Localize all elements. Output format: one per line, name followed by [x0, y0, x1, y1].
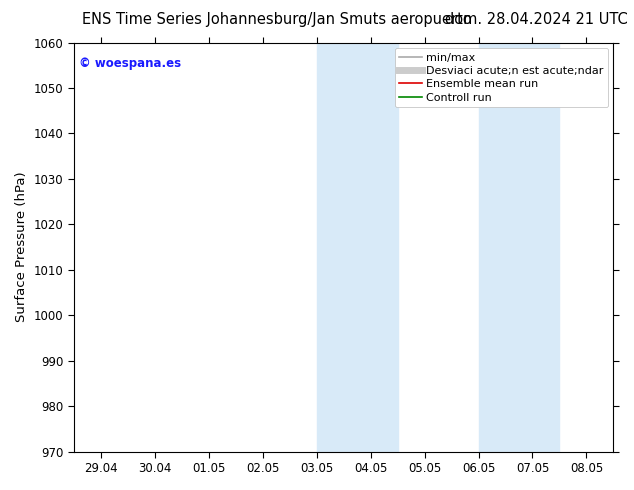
Legend: min/max, Desviaci acute;n est acute;ndar, Ensemble mean run, Controll run: min/max, Desviaci acute;n est acute;ndar… — [395, 48, 608, 107]
Bar — [316, 43, 398, 452]
Bar — [479, 43, 559, 452]
Text: dom. 28.04.2024 21 UTC: dom. 28.04.2024 21 UTC — [445, 12, 628, 27]
Text: © woespana.es: © woespana.es — [79, 57, 181, 70]
Y-axis label: Surface Pressure (hPa): Surface Pressure (hPa) — [15, 172, 28, 322]
Text: ENS Time Series Johannesburg/Jan Smuts aeropuerto: ENS Time Series Johannesburg/Jan Smuts a… — [82, 12, 472, 27]
